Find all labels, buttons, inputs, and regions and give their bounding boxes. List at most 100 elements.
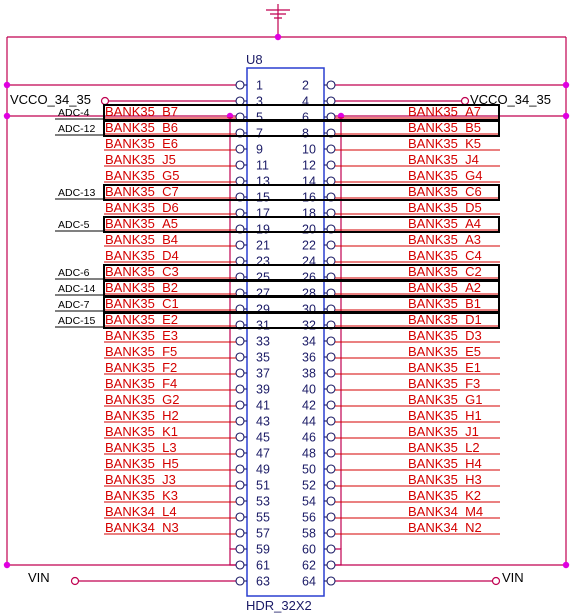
net-label-left: BANK35_K1 xyxy=(105,424,178,439)
pin-number-right: 52 xyxy=(302,479,316,493)
pin-number-left: 9 xyxy=(256,143,263,157)
pin-number-right: 46 xyxy=(302,431,316,445)
pin-circle-right xyxy=(327,433,335,441)
pin-number-left: 11 xyxy=(256,159,269,173)
pin-circle-right xyxy=(327,353,335,361)
gnd-left-bottom xyxy=(230,549,236,565)
pin-circle-right xyxy=(327,161,335,169)
pin-circle-left xyxy=(236,145,244,153)
pin-number-left: 63 xyxy=(256,575,270,589)
net-label-left: BANK35_D6 xyxy=(105,200,179,215)
vin-right-label: VIN xyxy=(502,570,524,585)
pin-circle-left xyxy=(236,577,244,585)
pin-circle-right xyxy=(327,241,335,249)
net-label-left: BANK35_B2 xyxy=(105,280,178,295)
net-label-left: BANK35_F5 xyxy=(105,344,177,359)
pin-number-right: 14 xyxy=(302,175,316,189)
pin-circle-right xyxy=(327,337,335,345)
adc-label: ADC-7 xyxy=(58,299,90,311)
pin-number-right: 36 xyxy=(302,351,316,365)
pin-number-left: 39 xyxy=(256,383,270,397)
pin-number-right: 42 xyxy=(302,399,316,413)
adc-label: ADC-15 xyxy=(58,315,96,327)
pin-number-left: 37 xyxy=(256,367,270,381)
net-label-right: BANK34_M4 xyxy=(408,504,483,519)
net-label-right: BANK35_F3 xyxy=(408,376,480,391)
pin-circle-right xyxy=(327,385,335,393)
refdes-label: U8 xyxy=(246,52,263,67)
pin-number-left: 25 xyxy=(256,271,270,285)
net-label-right: BANK35_J4 xyxy=(408,152,479,167)
net-label-left: BANK35_L3 xyxy=(105,440,177,455)
pin-circle-right xyxy=(327,369,335,377)
net-label-left: BANK35_A5 xyxy=(105,216,178,231)
pin-circle-right xyxy=(327,465,335,473)
pin-circle-left xyxy=(236,481,244,489)
junction-dot xyxy=(275,34,281,40)
pin-circle-right xyxy=(327,81,335,89)
pin-number-right: 22 xyxy=(302,239,316,253)
pin-number-left: 47 xyxy=(256,447,270,461)
adc-label: ADC-6 xyxy=(58,267,90,279)
pin-circle-left xyxy=(236,545,244,553)
pin-number-right: 40 xyxy=(302,383,316,397)
junction-dot xyxy=(4,562,10,568)
vin-right-port xyxy=(493,578,500,585)
net-label-right: BANK35_D3 xyxy=(408,328,482,343)
pin-number-left: 3 xyxy=(256,95,263,109)
pin-circle-right xyxy=(327,529,335,537)
net-label-right: BANK35_D1 xyxy=(408,312,482,327)
pin-number-left: 17 xyxy=(256,207,270,221)
pin-number-right: 10 xyxy=(302,143,316,157)
net-label-right: BANK35_G1 xyxy=(408,392,482,407)
net-label-right: BANK35_C4 xyxy=(408,248,482,263)
pin-circle-right xyxy=(327,145,335,153)
net-label-right: BANK35_B1 xyxy=(408,296,481,311)
pin-number-right: 8 xyxy=(302,127,309,141)
net-label-right: BANK35_L2 xyxy=(408,440,480,455)
pin-circle-left xyxy=(236,81,244,89)
pin-number-right: 24 xyxy=(302,255,316,269)
net-label-right: BANK35_H3 xyxy=(408,472,482,487)
pin-number-left: 53 xyxy=(256,495,270,509)
pin-number-left: 19 xyxy=(256,223,270,237)
net-label-right: BANK35_A4 xyxy=(408,216,481,231)
pin-circle-right xyxy=(327,257,335,265)
vin-left-port xyxy=(72,578,79,585)
pin-circle-left xyxy=(236,385,244,393)
net-label-left: BANK35_E2 xyxy=(105,312,178,327)
pin-circle-left xyxy=(236,513,244,521)
adc-label: ADC-4 xyxy=(58,107,90,119)
net-label-left: BANK35_K3 xyxy=(105,488,178,503)
pin-circle-left xyxy=(236,257,244,265)
pin-number-right: 48 xyxy=(302,447,316,461)
pin-number-left: 21 xyxy=(256,239,270,253)
pin-circle-right xyxy=(327,209,335,217)
adc-label: ADC-5 xyxy=(58,219,90,231)
junction-dot xyxy=(4,113,10,119)
pin-number-right: 6 xyxy=(302,111,309,125)
net-label-left: BANK35_B4 xyxy=(105,232,178,247)
pin-number-left: 49 xyxy=(256,463,270,477)
pin-number-left: 31 xyxy=(256,319,270,333)
net-label-right: BANK35_E5 xyxy=(408,344,481,359)
pin-circle-left xyxy=(236,433,244,441)
net-label-left: BANK34_N3 xyxy=(105,520,179,535)
pin-number-left: 13 xyxy=(256,175,270,189)
pin-number-right: 16 xyxy=(302,191,316,205)
pin-number-right: 32 xyxy=(302,319,316,333)
pin-number-right: 56 xyxy=(302,511,316,525)
net-label-left: BANK35_D4 xyxy=(105,248,179,263)
net-label-left: BANK34_L4 xyxy=(105,504,177,519)
net-label-left: BANK35_G5 xyxy=(105,168,179,183)
pin-number-right: 38 xyxy=(302,367,316,381)
pin-circle-left xyxy=(236,353,244,361)
pin-number-right: 30 xyxy=(302,303,316,317)
junction-dot xyxy=(563,562,569,568)
pin-circle-right xyxy=(327,177,335,185)
pin-circle-left xyxy=(236,417,244,425)
pin-number-left: 7 xyxy=(256,127,263,141)
gnd-right-bottom xyxy=(335,549,341,565)
net-label-right: BANK35_G4 xyxy=(408,168,482,183)
pin-number-right: 12 xyxy=(302,159,316,173)
